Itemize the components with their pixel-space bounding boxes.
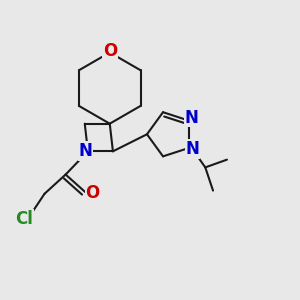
Text: N: N	[79, 142, 92, 160]
Text: N: N	[186, 140, 200, 158]
Text: O: O	[103, 42, 117, 60]
Text: N: N	[184, 109, 198, 127]
Text: Cl: Cl	[15, 209, 33, 227]
Text: O: O	[85, 184, 100, 202]
